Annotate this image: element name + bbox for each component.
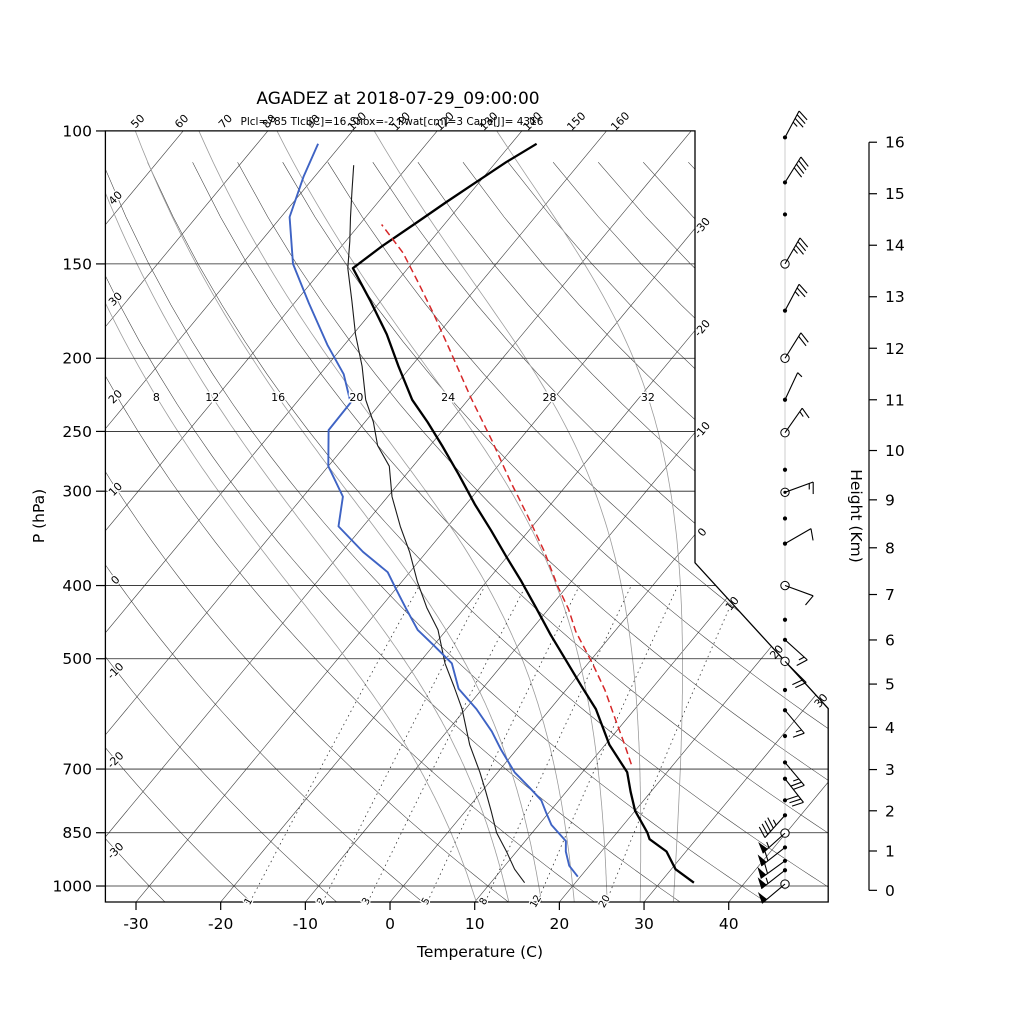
- sounding-curves: [288, 142, 695, 884]
- svg-text:10: 10: [885, 442, 905, 460]
- page-title: AGADEZ at 2018-07-29_09:00:00: [256, 89, 539, 109]
- svg-text:150: 150: [564, 109, 588, 133]
- svg-text:850: 850: [62, 824, 92, 842]
- temperature-axis-label: Temperature (C): [416, 943, 543, 961]
- plot-outline: [104, 130, 829, 903]
- svg-text:15: 15: [885, 185, 905, 203]
- mixing-ratio-lines: [249, 585, 740, 902]
- svg-text:4: 4: [885, 719, 895, 737]
- isotherm-gridlines: [105, 130, 829, 902]
- svg-text:12: 12: [885, 340, 905, 358]
- svg-text:5: 5: [885, 676, 895, 694]
- svg-text:10: 10: [465, 915, 485, 933]
- svg-text:28: 28: [542, 391, 556, 404]
- svg-text:12: 12: [205, 391, 219, 404]
- wind-barbs: [757, 110, 814, 904]
- svg-text:0: 0: [385, 915, 395, 933]
- svg-text:60: 60: [172, 112, 191, 131]
- svg-text:2: 2: [885, 802, 895, 820]
- svg-text:1: 1: [885, 842, 895, 860]
- svg-text:-30: -30: [123, 915, 148, 933]
- svg-text:500: 500: [62, 650, 92, 668]
- svg-text:-10: -10: [105, 660, 127, 682]
- svg-text:12: 12: [528, 893, 544, 910]
- svg-text:6: 6: [885, 631, 895, 649]
- dewpoint-curve: [288, 143, 579, 878]
- svg-text:200: 200: [62, 350, 92, 368]
- height-axis-label: Height (Km): [847, 469, 865, 563]
- svg-text:16: 16: [271, 391, 285, 404]
- svg-text:3: 3: [885, 761, 895, 779]
- svg-text:0: 0: [885, 882, 895, 900]
- svg-text:300: 300: [62, 483, 92, 501]
- svg-text:13: 13: [885, 288, 905, 306]
- svg-text:32: 32: [641, 391, 655, 404]
- svg-text:-10: -10: [293, 915, 318, 933]
- sounding-indices-text: Plcl=785 Tlcl[C]=16 Shox=-2 Pwat[cm]=3 C…: [241, 116, 544, 128]
- svg-text:10: 10: [106, 480, 125, 499]
- svg-text:150: 150: [62, 255, 92, 273]
- svg-text:50: 50: [128, 112, 147, 131]
- svg-text:-20: -20: [105, 749, 127, 771]
- svg-text:20: 20: [106, 387, 125, 406]
- svg-text:16: 16: [885, 134, 905, 152]
- svg-text:400: 400: [62, 577, 92, 595]
- svg-text:8: 8: [153, 391, 160, 404]
- svg-text:3: 3: [360, 896, 373, 907]
- dry-adiabat-lines: [105, 162, 829, 902]
- svg-text:1000: 1000: [53, 878, 92, 896]
- svg-text:30: 30: [634, 915, 654, 933]
- svg-text:8: 8: [478, 896, 491, 907]
- svg-text:40: 40: [719, 915, 739, 933]
- svg-text:2: 2: [315, 896, 328, 907]
- svg-text:160: 160: [608, 109, 632, 133]
- svg-text:24: 24: [441, 391, 455, 404]
- svg-text:20: 20: [597, 893, 613, 910]
- svg-text:8: 8: [885, 539, 895, 557]
- temperature-curve: [351, 142, 695, 884]
- parcel-curve: [381, 224, 633, 765]
- svg-text:70: 70: [216, 112, 235, 131]
- svg-text:7: 7: [885, 586, 895, 604]
- wetbulb-curve: [347, 165, 526, 884]
- svg-text:250: 250: [62, 423, 92, 441]
- svg-text:700: 700: [62, 761, 92, 779]
- svg-text:100: 100: [62, 122, 92, 140]
- pressure-axis-label: P (hPa): [30, 489, 48, 543]
- svg-text:20: 20: [550, 915, 570, 933]
- svg-text:20: 20: [349, 391, 363, 404]
- svg-text:0: 0: [695, 525, 709, 539]
- svg-text:9: 9: [885, 491, 895, 509]
- moist-adiabat-lines: [105, 130, 683, 902]
- svg-text:5: 5: [420, 896, 433, 907]
- svg-text:1: 1: [243, 896, 256, 907]
- svg-text:30: 30: [106, 290, 125, 309]
- svg-text:-20: -20: [208, 915, 233, 933]
- svg-text:14: 14: [885, 237, 905, 255]
- svg-text:11: 11: [885, 391, 905, 409]
